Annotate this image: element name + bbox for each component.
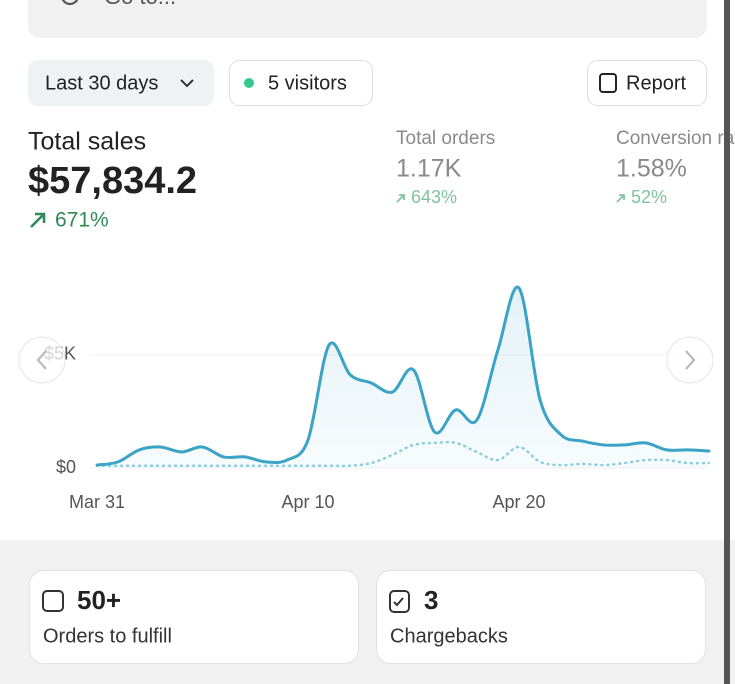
card[interactable]: 3 Chargebacks [376, 570, 706, 664]
metric-label: Total orders [396, 128, 495, 149]
search-bar[interactable]: Go to... [28, 0, 707, 38]
report-label: Report [626, 72, 686, 94]
next-circle[interactable] [666, 336, 714, 384]
card-label: Orders to fulfill [43, 625, 172, 647]
x-tick-label: Apr 10 [281, 492, 334, 512]
search-field[interactable] [28, 0, 707, 38]
date-range: Last 30 days [45, 72, 158, 94]
up-arrow [396, 194, 405, 203]
date-filter[interactable]: Last 30 days [28, 60, 214, 106]
up-arrow [616, 194, 625, 203]
next-chevron [685, 350, 696, 370]
inbox-icon [42, 590, 64, 612]
card-value: 3 [424, 585, 438, 615]
card[interactable]: 50+ Orders to fulfill [29, 570, 359, 664]
clipboard-icon [389, 590, 410, 613]
metric-change: 671% [55, 209, 109, 232]
live-dot [244, 78, 254, 88]
card-box[interactable] [29, 570, 359, 664]
prev-button[interactable] [18, 336, 66, 384]
visitors-pill[interactable] [229, 60, 373, 106]
sales-line [95, 285, 711, 467]
date-pill[interactable] [28, 60, 214, 106]
up-arrow [30, 212, 46, 228]
metric-value: $57,834.2 [28, 160, 197, 202]
report-pill[interactable] [587, 60, 707, 106]
metric-value: 1.58% [616, 155, 687, 183]
x-tick-label: Mar 31 [69, 492, 125, 512]
visitors-filter[interactable]: 5 visitors [229, 60, 373, 106]
search-icon [61, 0, 79, 6]
metric-label: Total sales [28, 128, 146, 156]
x-tick-label: Apr 20 [492, 492, 545, 512]
card-box[interactable] [376, 570, 706, 664]
visitors: 5 visitors [268, 72, 347, 94]
next-button[interactable] [666, 336, 714, 384]
prev-circle[interactable] [18, 336, 66, 384]
metric-change: 52% [631, 187, 667, 207]
report-button[interactable]: Report [587, 60, 707, 106]
report-icon [599, 73, 617, 93]
prev-chevron [36, 350, 47, 370]
y-tick-label: $0 [56, 457, 76, 477]
metric-label: Conversion rate [616, 128, 735, 149]
check [393, 597, 404, 607]
screen-edge [724, 0, 730, 684]
search-placeholder: Go to... [104, 0, 176, 9]
card-label: Chargebacks [390, 625, 508, 647]
metric-value: 1.17K [396, 155, 462, 183]
metric-change: 643% [411, 187, 457, 207]
card-value: 50+ [77, 585, 121, 615]
chevron [180, 79, 194, 88]
area [97, 287, 709, 468]
